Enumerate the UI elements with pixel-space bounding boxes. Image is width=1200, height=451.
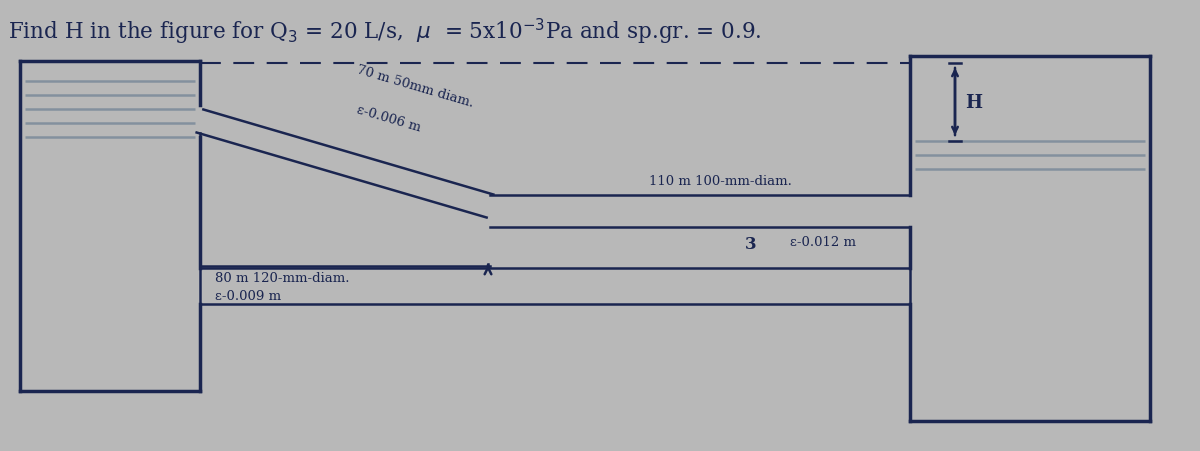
Text: ε-0.009 m: ε-0.009 m [215,290,281,303]
Text: 80 m 120-mm-diam.: 80 m 120-mm-diam. [215,272,349,285]
Text: ε-0.006 m: ε-0.006 m [355,103,422,134]
Text: ε-0.012 m: ε-0.012 m [791,235,857,249]
Text: 70 m 50mm diam.: 70 m 50mm diam. [355,63,475,109]
Text: 3: 3 [744,235,756,253]
Text: H: H [965,94,982,112]
Text: 110 m 100-mm-diam.: 110 m 100-mm-diam. [648,175,792,188]
Text: Find H in the figure for Q$_3$ = 20 L/s,  $\mu$  = 5x10$^{-3}$Pa and sp.gr. = 0.: Find H in the figure for Q$_3$ = 20 L/s,… [8,17,762,47]
